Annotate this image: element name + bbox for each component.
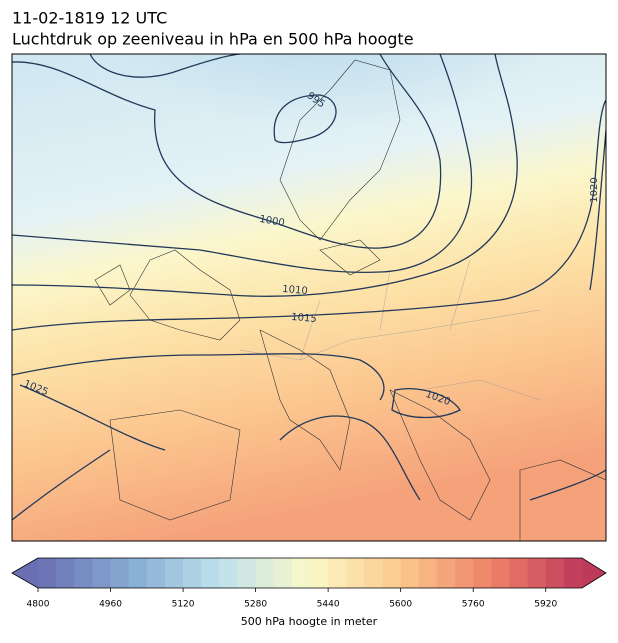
date: 11-02-1819 12 UTC	[12, 9, 167, 28]
colorbar-segment	[563, 558, 583, 588]
colorbar-segment	[92, 558, 112, 588]
isobar-label: 1015	[291, 312, 317, 325]
colorbar-segment	[255, 558, 275, 588]
colorbar-segment	[364, 558, 384, 588]
colorbar-segment	[400, 558, 420, 588]
isobar-label: 1010	[282, 284, 308, 297]
isobar	[12, 54, 518, 297]
colorbar-segment	[382, 558, 402, 588]
colorbar-segment	[346, 558, 365, 588]
title: Luchtdruk op zeeniveau in hPa en 500 hPa…	[12, 30, 414, 49]
colorbar-extend	[582, 558, 606, 588]
colorbar-segment	[491, 558, 510, 588]
colorbar-label: 500 hPa hoogte in meter	[241, 615, 378, 628]
isobar-label: 1020	[589, 177, 600, 202]
colorbar-segment	[201, 558, 220, 588]
isobar	[89, 54, 241, 78]
isobar	[273, 94, 337, 144]
colorbar-segment	[273, 558, 293, 588]
colorbar-segment	[183, 558, 202, 588]
colorbar-tick-label: 5120	[172, 600, 195, 610]
colorbar-tick-label: 5600	[389, 600, 412, 610]
isobar	[12, 99, 606, 331]
colorbar-segment	[310, 558, 329, 588]
isobar	[12, 384, 166, 521]
colorbar-tick-label: 5920	[534, 600, 557, 610]
colorbar-segment	[146, 558, 166, 588]
colorbar-extend	[12, 558, 38, 588]
colorbar-segment	[74, 558, 93, 588]
colorbar-tick-label: 4800	[27, 600, 50, 610]
map: 995 1000 1010 1015 1020 1020 1025	[12, 54, 606, 541]
colorbar-segment	[164, 558, 184, 588]
colorbar-segment	[545, 558, 565, 588]
isobar	[12, 54, 442, 249]
colorbar-segment	[473, 558, 492, 588]
colorbar-tick-label: 5440	[317, 600, 340, 610]
colorbar-outline	[11, 557, 607, 589]
colorbar-segment	[527, 558, 547, 588]
isobar-label: 1000	[258, 214, 285, 229]
colorbar-segment	[38, 558, 57, 588]
colorbar-tick-label: 5760	[462, 600, 485, 610]
colorbar-tick-label: 4960	[99, 600, 122, 610]
borders	[239, 259, 541, 401]
colorbar-segment	[455, 558, 474, 588]
colorbar-segment	[509, 558, 529, 588]
colorbar-segment	[436, 558, 456, 588]
isobar	[589, 129, 606, 291]
colorbar-segment	[418, 558, 438, 588]
colorbar-segment	[128, 558, 148, 588]
isobar	[12, 353, 461, 419]
isobar	[12, 54, 473, 274]
low-area	[100, 54, 560, 230]
colorbar-segment	[328, 558, 347, 588]
coastlines	[94, 59, 606, 541]
colorbar-segment	[291, 558, 311, 588]
isobar	[279, 415, 606, 501]
colorbar-segment	[219, 558, 238, 588]
map-frame	[11, 53, 607, 542]
colorbar-segment	[110, 558, 130, 588]
colorbar: 4800 4960 5120 5280 5440 5600 5760 5920	[11, 557, 607, 610]
colorbar-segment	[56, 558, 75, 588]
colorbar-segment	[237, 558, 257, 588]
colorbar-tick-label: 5280	[244, 600, 267, 610]
